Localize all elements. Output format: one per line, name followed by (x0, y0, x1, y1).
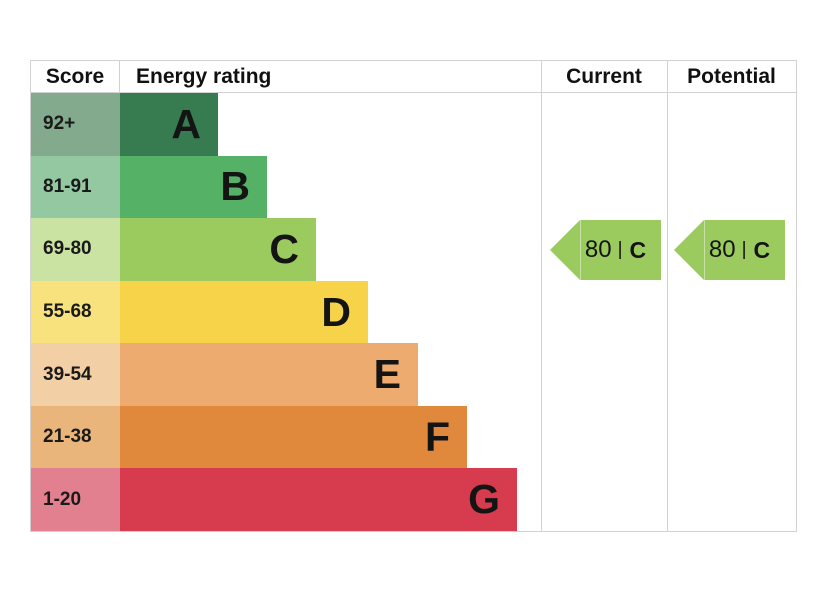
score-range-a: 92+ (31, 93, 120, 156)
score-band-separator: | (741, 239, 747, 260)
arrow-fold-line (579, 220, 581, 280)
potential-score-value: 80 (708, 236, 736, 263)
band-row-d: 55-68 D (31, 280, 796, 344)
gridline-potential-left (667, 61, 668, 531)
score-range-f: 21-38 (31, 405, 120, 469)
score-band-separator: | (617, 239, 623, 260)
epc-rating-chart: Score Energy rating Current Potential 92… (30, 60, 797, 532)
band-bar-d: D (120, 280, 368, 344)
band-row-b: 81-91 B (31, 155, 796, 219)
band-row-g: 1-20 G (31, 468, 796, 532)
band-bar-g: G (120, 468, 517, 532)
score-range-d: 55-68 (31, 280, 120, 344)
band-rows: 92+ A 81-91 B 69-80 C 55-68 D 39-54 E 21… (31, 93, 796, 532)
score-range-e: 39-54 (31, 343, 120, 406)
arrow-fold-line (703, 220, 705, 280)
current-band-letter: C (629, 236, 647, 263)
gridline-current-left (541, 61, 542, 531)
score-column-header: Score (31, 61, 120, 92)
current-column-header: Current (566, 64, 642, 88)
current-score-value: 80 (584, 236, 612, 263)
energy-rating-column-header: Energy rating (136, 64, 272, 88)
band-bar-a: A (120, 93, 218, 156)
band-row-c: 69-80 C (31, 218, 796, 281)
band-bar-f: F (120, 405, 467, 469)
band-bar-c: C (120, 218, 316, 281)
band-row-f: 21-38 F (31, 405, 796, 469)
band-row-a: 92+ A (31, 93, 796, 156)
band-row-e: 39-54 E (31, 343, 796, 406)
chart-header-row: Score Energy rating Current Potential (31, 61, 796, 93)
band-bar-b: B (120, 155, 267, 219)
score-range-b: 81-91 (31, 155, 120, 219)
band-bar-e: E (120, 343, 418, 406)
potential-band-letter: C (753, 236, 771, 263)
score-range-c: 69-80 (31, 218, 120, 281)
potential-column-header: Potential (687, 64, 776, 88)
score-range-g: 1-20 (31, 468, 120, 532)
